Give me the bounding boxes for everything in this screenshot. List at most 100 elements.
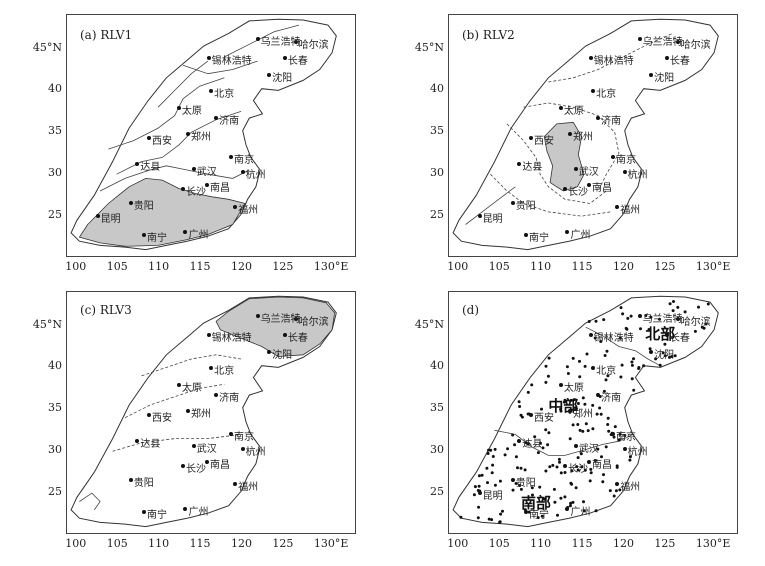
station-dot (671, 309, 675, 313)
city-dot (293, 39, 298, 44)
station-dot (568, 504, 572, 508)
city-label: 达县 (522, 162, 543, 174)
station-dot (580, 465, 584, 469)
city-dot (185, 408, 190, 413)
city-dot (181, 187, 185, 192)
station-dot (578, 375, 582, 379)
station-dot (607, 429, 611, 433)
city-label: 长春 (287, 332, 308, 344)
city-label: 福州 (238, 481, 259, 493)
station-dot (602, 389, 606, 393)
panel-label: (a) RLV1 (80, 28, 133, 42)
city-label: 福州 (238, 204, 259, 216)
station-dot (582, 509, 586, 513)
station-dot (676, 305, 680, 309)
station-dot (490, 471, 494, 475)
city-dot (573, 444, 578, 449)
city-label: 哈尔滨 (680, 39, 711, 51)
station-dot (491, 455, 495, 458)
city-dot (214, 393, 219, 398)
station-dot (591, 403, 595, 407)
station-dot (571, 356, 575, 360)
city-dot (147, 136, 152, 141)
city-label: 南宁 (147, 509, 168, 521)
city-dot (240, 169, 245, 174)
station-dot (543, 497, 547, 501)
station-dot (602, 318, 606, 322)
lon-tick-label: 120 (613, 260, 634, 273)
shaded-area (543, 121, 585, 192)
city-label: 乌兰浩特 (642, 37, 683, 49)
station-dot (503, 453, 507, 457)
city-dot (611, 154, 616, 159)
station-dot (511, 488, 515, 492)
city-label: 锡林浩特 (593, 332, 634, 344)
station-dot (576, 402, 580, 405)
lat-tick-label: 35 (430, 124, 444, 138)
station-dot (672, 300, 675, 303)
station-dot (668, 355, 671, 359)
station-dot (582, 500, 585, 504)
city-label: 达县 (522, 439, 543, 451)
panel-label: (b) RLV2 (462, 28, 515, 42)
city-label: 济南 (219, 393, 240, 405)
city-label: 广州 (188, 230, 209, 242)
station-dot (585, 352, 589, 356)
station-dot (536, 516, 540, 520)
city-label: 福州 (620, 204, 641, 216)
city-label: 南京 (234, 154, 255, 166)
station-dot (541, 446, 545, 450)
city-dot (649, 73, 654, 78)
map-panel-a: 哈尔滨 乌兰浩特 长春 锡林浩特 沈阳 北京 太原 济南 郑州 西安 南京 武汉 杭州 达县 长沙 南昌 贵阳 福… (0, 0, 382, 283)
map-canvas (452, 295, 719, 528)
city-label: 济南 (219, 116, 240, 128)
station-dot (559, 409, 563, 413)
station-dot (527, 510, 531, 514)
station-dot (606, 416, 610, 420)
map-canvas (70, 18, 337, 251)
city-label: 杭州 (245, 446, 266, 458)
station-dot (576, 423, 580, 426)
city-dot (229, 431, 234, 436)
station-dot (586, 429, 590, 433)
city-dot (510, 477, 515, 482)
station-dot (514, 455, 518, 459)
city-dot (95, 214, 100, 219)
city-label: 沈阳 (654, 73, 675, 85)
station-dot (591, 427, 595, 431)
station-dot (639, 327, 642, 331)
station-dot (661, 351, 665, 355)
city-dot (563, 187, 567, 192)
city-label: 南昌 (592, 460, 613, 472)
contour-line (157, 60, 209, 108)
station-dot (559, 496, 563, 500)
city-label: 武汉 (578, 167, 599, 179)
city-dot (128, 477, 133, 482)
station-dot (618, 336, 622, 340)
lon-tick-label: 100 (447, 260, 469, 273)
city-dot (637, 37, 642, 42)
city-label: 北京 (596, 89, 617, 101)
station-dot (551, 463, 555, 467)
lat-tick-label: 35 (48, 124, 62, 138)
city-label: 太原 (563, 106, 584, 117)
lon-tick-label: 125 (654, 260, 676, 273)
station-dot (583, 364, 587, 368)
city-label: 昆明 (100, 214, 121, 226)
contour-line (108, 77, 225, 150)
station-dot (562, 400, 566, 404)
city-dot (255, 314, 260, 319)
city-dot (565, 230, 570, 235)
station-dot (459, 515, 463, 519)
city-label: 广州 (570, 507, 591, 519)
city-label: 锡林浩特 (211, 55, 252, 67)
lon-tick-label: 105 (488, 537, 510, 550)
city-dot (524, 509, 529, 514)
city-dot (675, 39, 680, 44)
lat-tick-label: 45°N (32, 317, 62, 331)
station-dot (594, 319, 598, 323)
lat-tick-label: 45°N (414, 317, 444, 331)
city-dot (191, 167, 196, 172)
city-label: 广州 (188, 507, 209, 519)
city-label: 南昌 (592, 183, 613, 195)
